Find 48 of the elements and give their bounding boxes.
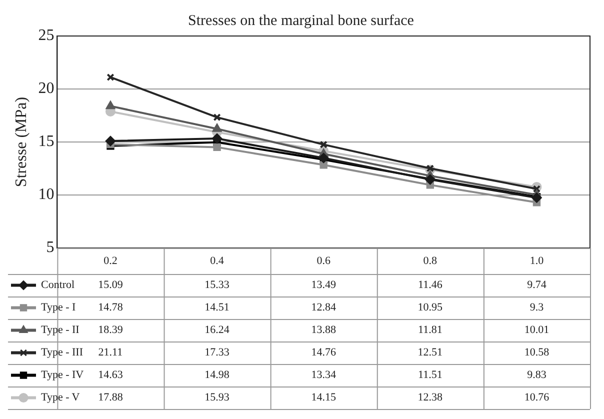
y-tick-label: 5 — [46, 239, 54, 256]
data-label: 14.76 — [311, 346, 336, 359]
data-label: 14.51 — [204, 302, 230, 314]
y-tick-label: 25 — [38, 27, 54, 44]
x-tick-label: 0.6 — [316, 254, 331, 267]
y-tick-label: 20 — [38, 80, 54, 98]
data-label: 9.3 — [530, 302, 544, 314]
legend-label: Type - II — [41, 324, 80, 336]
x-tick-label: 0.2 — [104, 254, 118, 267]
legend-label: Control — [41, 279, 75, 292]
data-label: 18.39 — [98, 324, 124, 336]
data-label: 10.76 — [524, 392, 550, 404]
data-label: 16.24 — [204, 324, 230, 336]
x-tick-label: 1.0 — [530, 254, 544, 267]
y-tick-label: 10 — [38, 186, 54, 204]
data-label: 14.63 — [98, 369, 124, 382]
data-label: 15.93 — [204, 392, 230, 404]
data-label: 11.51 — [418, 369, 442, 382]
data-label: 13.88 — [311, 324, 336, 336]
legend-label: Type - III — [41, 346, 84, 359]
data-label: 17.33 — [204, 346, 230, 359]
data-label: 14.98 — [204, 369, 230, 382]
data-label: 10.58 — [524, 346, 550, 359]
x-tick-label: 0.8 — [423, 254, 438, 267]
data-label: 11.46 — [418, 279, 443, 292]
legend-label: Type - IV — [41, 369, 84, 382]
data-label: 10.95 — [418, 302, 444, 314]
y-axis-title: Stresse (MPa) — [12, 96, 30, 188]
legend-label: Type - V — [41, 392, 80, 404]
data-label: 10.01 — [524, 324, 550, 336]
x-tick-label: 0.4 — [210, 254, 224, 267]
data-label: 9.74 — [527, 279, 547, 292]
legend-label: Type - I — [41, 302, 76, 314]
y-tick-label: 15 — [38, 133, 54, 150]
data-label: 9.83 — [527, 369, 547, 382]
data-label: 14.15 — [311, 392, 336, 404]
data-label: 11.81 — [418, 324, 442, 336]
data-label: 21.11 — [98, 346, 123, 359]
chart-title: Stresses on the marginal bone surface — [188, 12, 414, 29]
data-label: 15.09 — [98, 279, 124, 292]
data-label: 12.51 — [418, 346, 443, 359]
data-label: 13.34 — [311, 369, 336, 382]
data-label: 15.33 — [204, 279, 230, 292]
data-label: 12.38 — [418, 392, 444, 404]
data-label: 12.84 — [311, 302, 336, 314]
data-label: 13.49 — [311, 279, 336, 292]
data-label: 17.88 — [98, 392, 124, 404]
data-label: 14.78 — [98, 302, 124, 314]
